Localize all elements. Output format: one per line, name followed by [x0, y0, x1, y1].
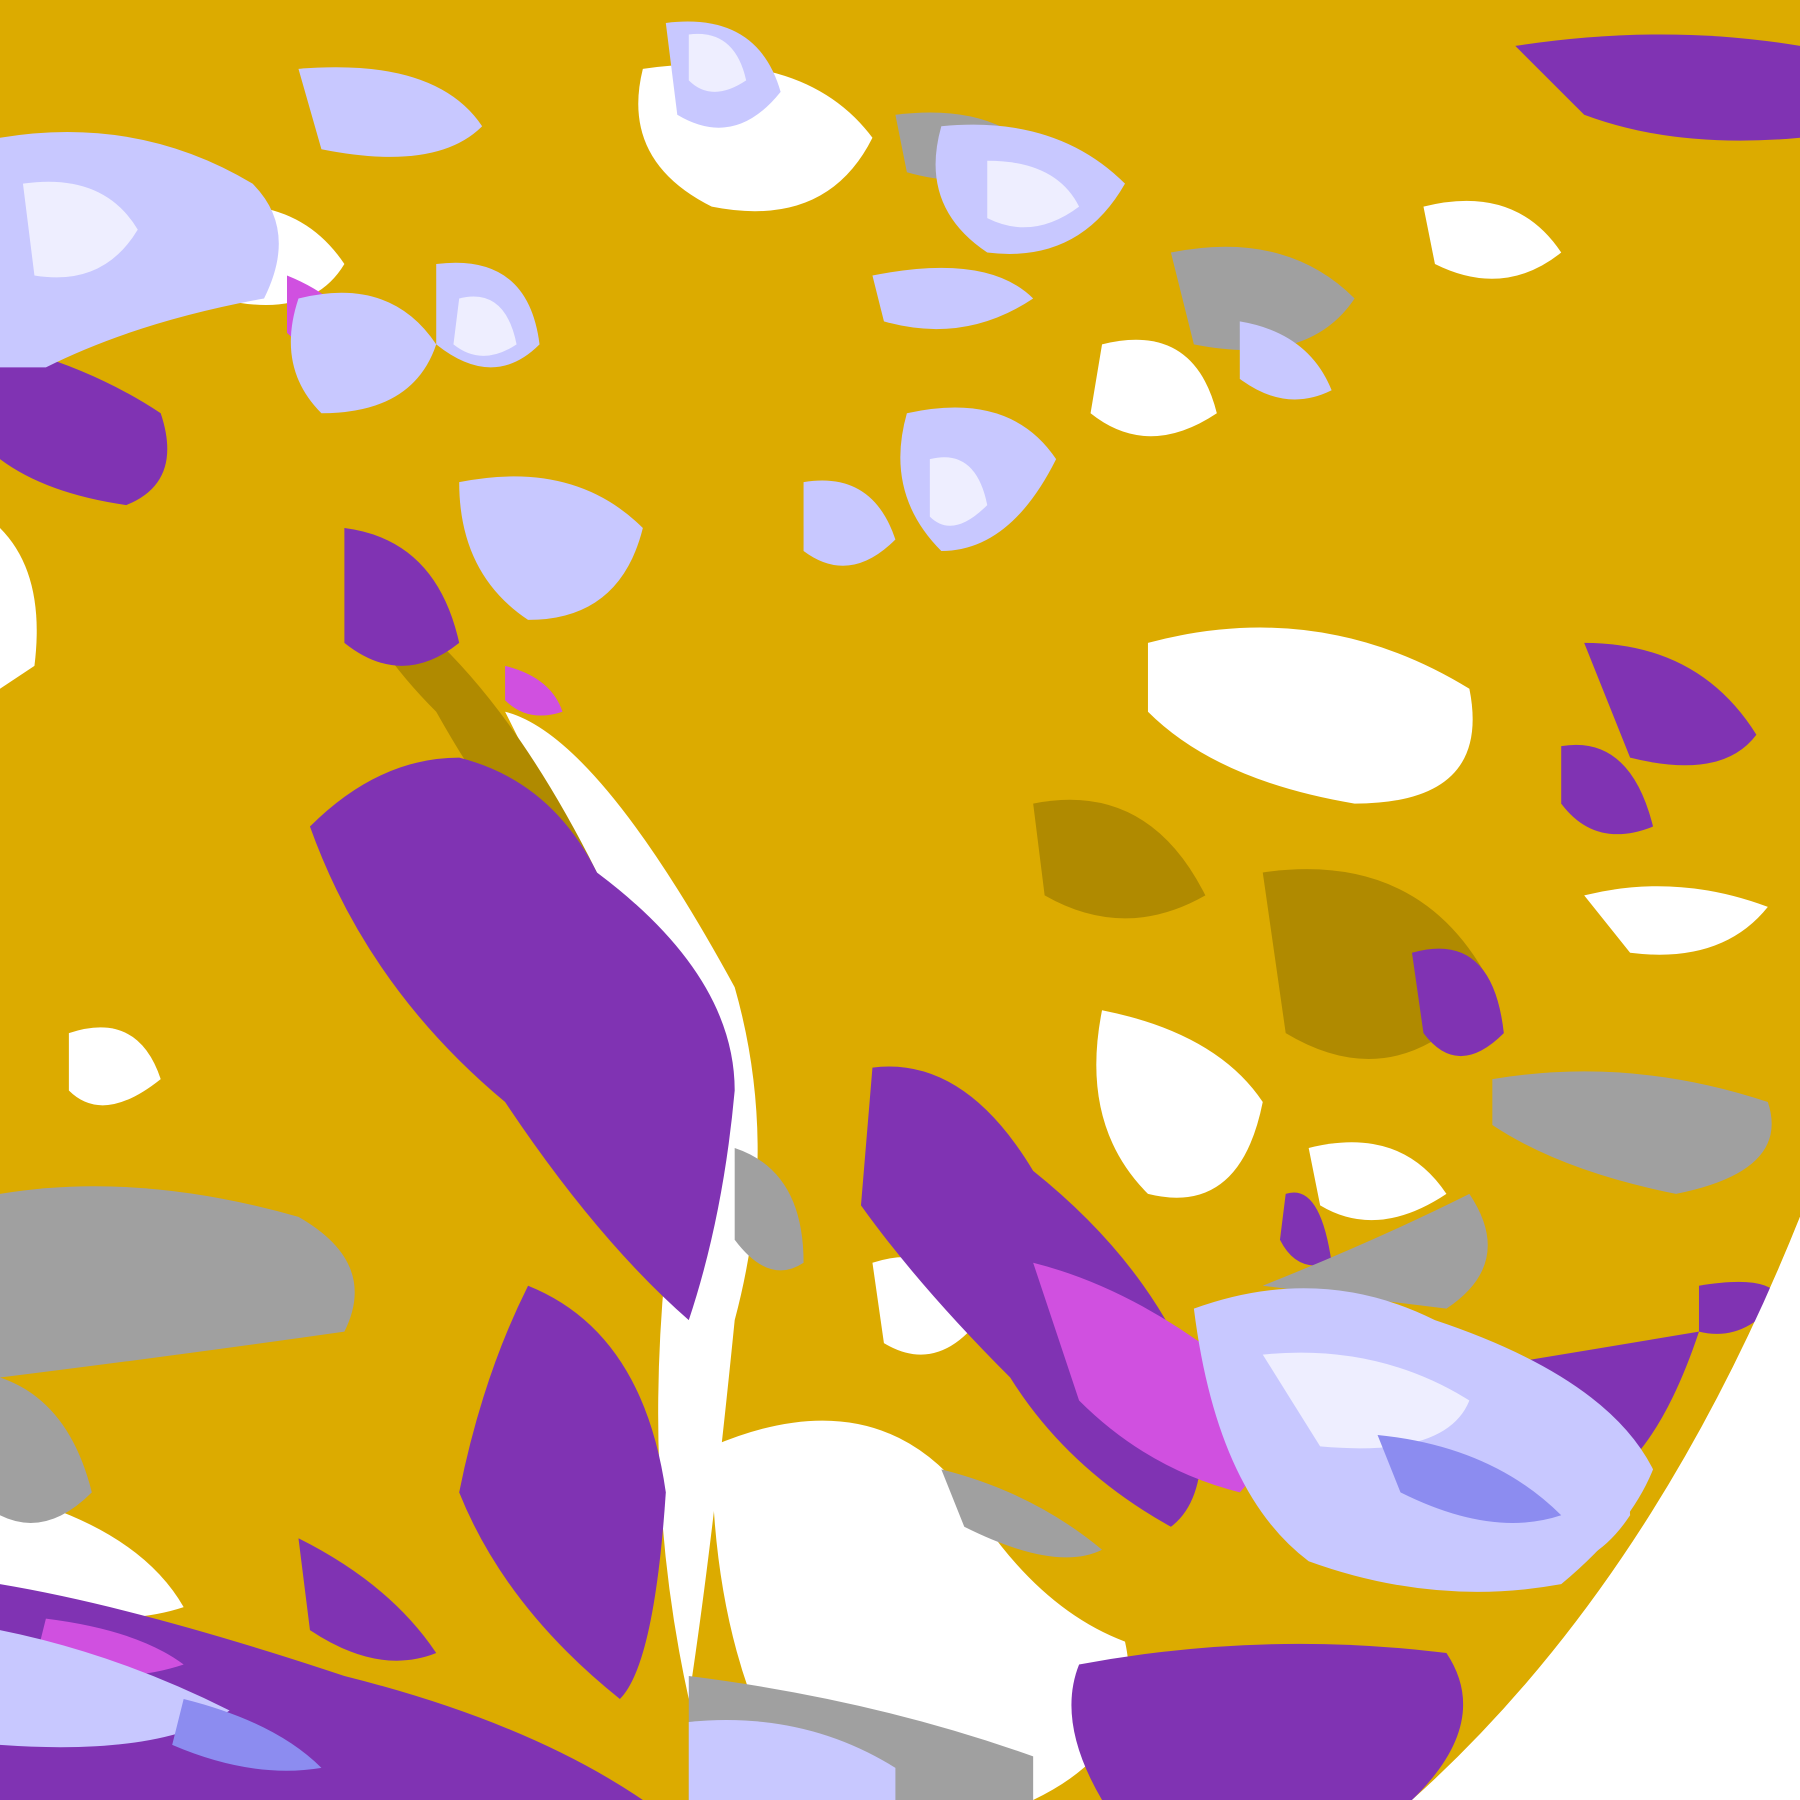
periwinkle-cloud [172, 1698, 322, 1771]
gray-cloud [734, 1147, 804, 1271]
purple-cloud [459, 1285, 666, 1699]
clear-area [1090, 339, 1217, 437]
purple-cloud [1071, 1643, 1464, 1800]
gray-cloud [0, 1186, 355, 1378]
magenta-cloud [505, 665, 563, 716]
purple-cloud [1411, 948, 1504, 1057]
off-disk-space [1411, 1216, 1800, 1800]
gray-cloud [1170, 246, 1355, 351]
purple-cloud [1584, 642, 1757, 766]
gray-cloud [0, 1377, 92, 1523]
purple-cloud [1279, 1192, 1332, 1266]
clear-area [1096, 1010, 1263, 1198]
gold-dark-cloud [1033, 799, 1206, 919]
periwinkle-cloud [1377, 1434, 1562, 1523]
purple-cloud [1698, 1281, 1780, 1334]
gray-cloud [1262, 1193, 1488, 1309]
lavender-cloud [0, 1630, 230, 1748]
lavender-cloud [688, 1720, 896, 1800]
lavender-cloud [803, 480, 896, 566]
pale-cloud-core [453, 296, 517, 356]
clear-area [0, 528, 37, 689]
lavender-cloud [290, 292, 437, 414]
pale-cloud-core [22, 181, 138, 278]
pale-cloud-core [1262, 1352, 1470, 1449]
lavender-cloud [459, 476, 643, 620]
gray-cloud [941, 1469, 1103, 1558]
pale-cloud-core [929, 457, 988, 526]
lavender-cloud [298, 67, 483, 157]
pale-cloud-core [688, 33, 747, 92]
lavender-cloud [1515, 1467, 1631, 1567]
gray-cloud [1492, 1071, 1772, 1194]
clear-area [1308, 1142, 1447, 1221]
purple-cloud [344, 528, 460, 666]
clear-area [505, 711, 758, 1699]
purple-cloud [1515, 34, 1800, 141]
lavender-cloud [1239, 321, 1332, 400]
purple-cloud [0, 344, 168, 506]
clear-area [1584, 886, 1768, 955]
magenta-cloud [1033, 1262, 1259, 1493]
purple-cloud [0, 1584, 643, 1800]
clear-area [68, 1027, 161, 1106]
clear-area [1147, 627, 1473, 804]
lavender-cloud [872, 267, 1034, 330]
clear-area [1423, 200, 1562, 279]
purple-cloud [298, 1538, 437, 1661]
pale-cloud-core [987, 160, 1080, 228]
purple-cloud [309, 757, 735, 1321]
clear-area [0, 1492, 184, 1619]
purple-cloud [1561, 744, 1654, 835]
